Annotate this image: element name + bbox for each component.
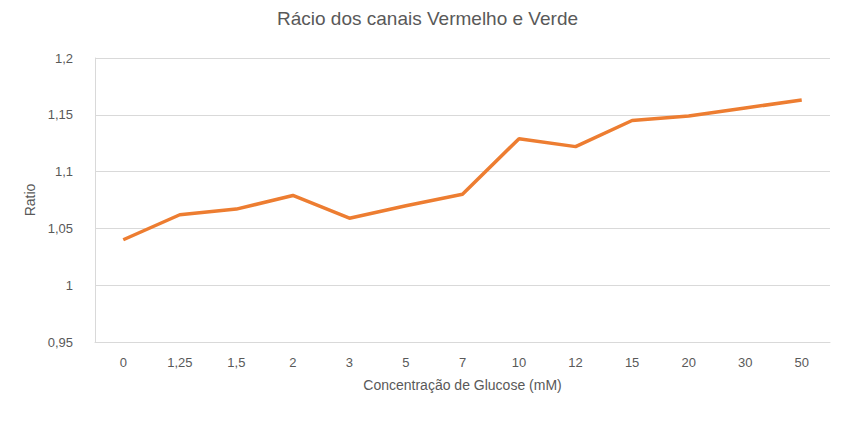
svg-text:0: 0 [120, 355, 127, 370]
svg-text:10: 10 [512, 355, 526, 370]
svg-text:1,1: 1,1 [55, 164, 73, 179]
svg-text:1: 1 [66, 278, 73, 293]
svg-text:1,15: 1,15 [48, 107, 73, 122]
svg-text:1,2: 1,2 [55, 51, 73, 66]
svg-text:15: 15 [625, 355, 639, 370]
svg-text:Ratio: Ratio [22, 183, 38, 216]
svg-text:Rácio dos canais Vermelho e Ve: Rácio dos canais Vermelho e Verde [277, 8, 578, 29]
svg-text:1,25: 1,25 [167, 355, 192, 370]
svg-text:Concentração de Glucose (mM): Concentração de Glucose (mM) [363, 377, 561, 393]
svg-text:1,5: 1,5 [227, 355, 245, 370]
svg-text:5: 5 [402, 355, 409, 370]
svg-text:7: 7 [459, 355, 466, 370]
svg-text:0,95: 0,95 [48, 335, 73, 350]
svg-text:3: 3 [346, 355, 353, 370]
svg-text:1,05: 1,05 [48, 221, 73, 236]
svg-text:30: 30 [738, 355, 752, 370]
svg-text:2: 2 [289, 355, 296, 370]
svg-text:12: 12 [568, 355, 582, 370]
svg-text:20: 20 [681, 355, 695, 370]
svg-text:50: 50 [794, 355, 808, 370]
